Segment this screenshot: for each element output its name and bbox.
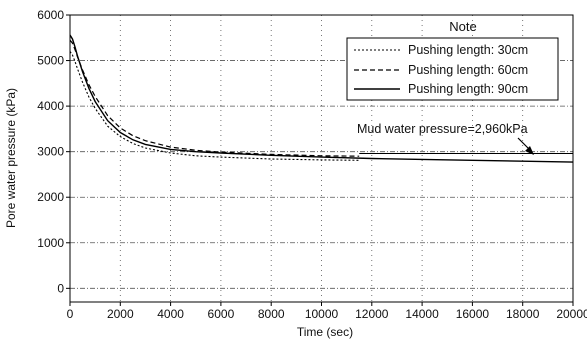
x-tick-label: 20000 xyxy=(556,307,587,321)
series-line-0 xyxy=(69,51,360,161)
x-tick-label: 12000 xyxy=(355,307,389,321)
x-axis-label: Time (sec) xyxy=(297,325,353,339)
x-tick-label: 16000 xyxy=(456,307,490,321)
legend-label-90cm: Pushing length: 90cm xyxy=(408,82,528,96)
series-lines xyxy=(69,34,574,163)
x-tick-label: 18000 xyxy=(506,307,540,321)
legend-label-30cm: Pushing length: 30cm xyxy=(408,43,528,57)
x-tick-label: 2000 xyxy=(107,307,134,321)
y-tick-label: 4000 xyxy=(37,99,64,113)
x-tick-label: 8000 xyxy=(258,307,285,321)
series-line-1 xyxy=(69,39,360,157)
y-tick-label: 1000 xyxy=(37,236,64,250)
x-tick-label: 4000 xyxy=(157,307,184,321)
x-tick-label: 6000 xyxy=(208,307,235,321)
mud-pressure-annotation: Mud water pressure=2,960kPa xyxy=(357,122,528,136)
y-tick-label: 5000 xyxy=(37,54,64,68)
x-tick-label: 14000 xyxy=(405,307,439,321)
x-tick-label: 10000 xyxy=(305,307,339,321)
axis-ticks: 0 2000 4000 6000 8000 10000 12000 14000 16000 180… xyxy=(37,8,587,321)
annotation-arrowhead xyxy=(525,146,534,155)
x-tick-label: 0 xyxy=(67,307,74,321)
legend: Note Pushing length: 30cm Pushing length… xyxy=(346,19,559,101)
y-tick-label: 2000 xyxy=(37,190,64,204)
y-tick-label: 0 xyxy=(57,281,64,295)
legend-label-60cm: Pushing length: 60cm xyxy=(408,63,528,77)
series-line-2 xyxy=(69,34,574,163)
grid-lines xyxy=(70,15,573,302)
y-tick-label: 6000 xyxy=(37,8,64,22)
y-tick-label: 3000 xyxy=(37,145,64,159)
legend-title: Note xyxy=(449,19,476,34)
y-axis-label: Pore water pressure (kPa) xyxy=(4,88,18,228)
